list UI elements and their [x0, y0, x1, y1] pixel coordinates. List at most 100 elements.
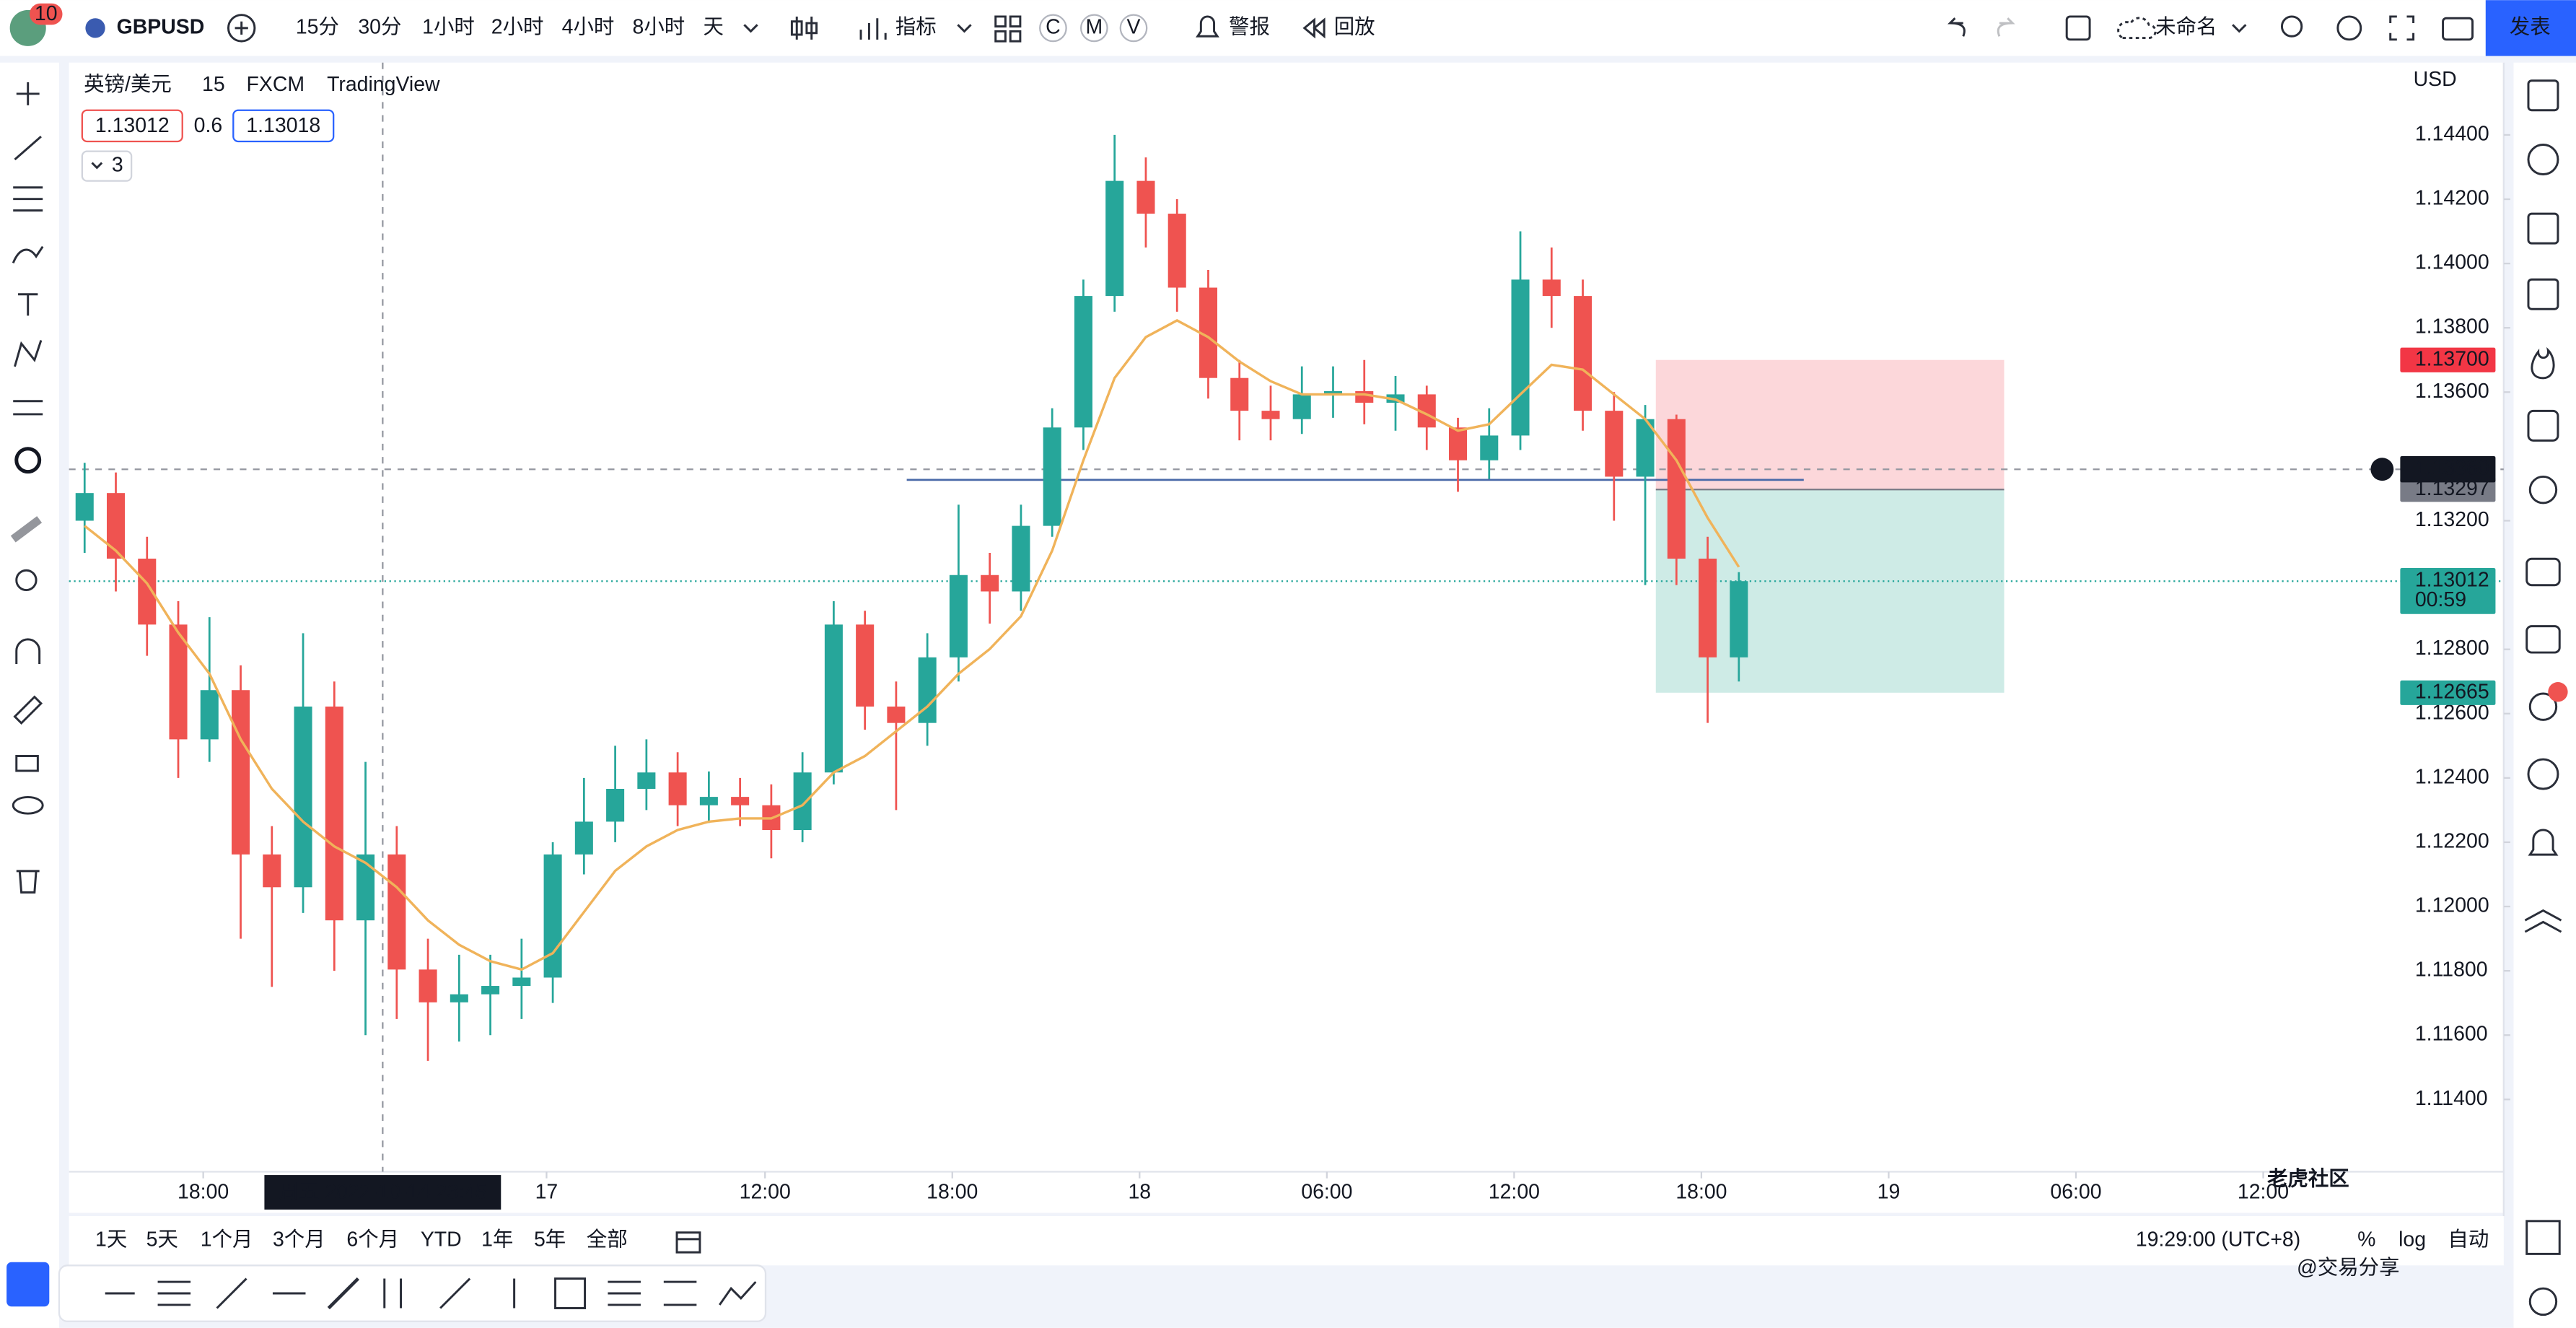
trendline-tool[interactable]: [14, 136, 42, 161]
publish-label[interactable]: 发表: [2510, 15, 2551, 38]
alert-icon[interactable]: [1196, 15, 1219, 38]
lock-tool[interactable]: [15, 755, 39, 772]
pitchfork[interactable]: [383, 1278, 403, 1309]
zoom-tool[interactable]: [15, 569, 38, 592]
notifications[interactable]: [2528, 692, 2558, 721]
indicators-collapse[interactable]: [81, 150, 133, 182]
hotlists[interactable]: [2531, 346, 2555, 380]
interval[interactable]: 4小时: [562, 15, 615, 38]
cloud-icon[interactable]: [2117, 17, 2157, 40]
square-icon[interactable]: [2065, 15, 2091, 41]
quick-button[interactable]: [1119, 14, 1148, 43]
alerts[interactable]: [2527, 144, 2559, 175]
auto-toggle[interactable]: 自动: [2448, 1228, 2489, 1251]
bid-price[interactable]: 1.13012: [95, 114, 170, 137]
interval[interactable]: 天: [703, 15, 723, 38]
range-button[interactable]: 6个月: [346, 1228, 399, 1251]
range-button[interactable]: 3个月: [273, 1228, 325, 1251]
alert-bell[interactable]: [2528, 829, 2559, 856]
quick-button[interactable]: [1079, 14, 1108, 43]
news[interactable]: [2527, 278, 2559, 310]
chevron[interactable]: [743, 24, 758, 33]
trend[interactable]: [216, 1277, 247, 1309]
camera[interactable]: [2442, 17, 2474, 41]
ray[interactable]: [327, 1277, 359, 1310]
channel[interactable]: [608, 1280, 641, 1306]
fib-tool[interactable]: [13, 186, 43, 212]
path[interactable]: [719, 1281, 757, 1306]
range-button[interactable]: 1天: [95, 1228, 127, 1251]
range-button[interactable]: YTD: [421, 1228, 462, 1251]
quick-button-label[interactable]: M: [1085, 15, 1103, 38]
streams[interactable]: [2527, 758, 2559, 790]
extended[interactable]: [439, 1277, 471, 1309]
pattern-tool[interactable]: [14, 340, 43, 367]
calendar[interactable]: [2527, 409, 2559, 442]
quick-button-label[interactable]: V: [1126, 15, 1140, 38]
quick-button-label[interactable]: C: [1046, 15, 1061, 38]
replay-icon[interactable]: [1302, 17, 1326, 39]
range-button[interactable]: 全部: [587, 1228, 628, 1251]
entry-tag: [2400, 477, 2496, 502]
ruler-tool[interactable]: [10, 516, 43, 543]
range-button[interactable]: 1年: [481, 1228, 513, 1251]
favorites-button[interactable]: [6, 1262, 50, 1307]
data-window[interactable]: [2527, 212, 2559, 245]
messages[interactable]: [2525, 625, 2561, 654]
quick-button[interactable]: [1039, 14, 1067, 43]
rectangle[interactable]: [554, 1277, 587, 1309]
fullscreen[interactable]: [2389, 15, 2415, 41]
indicators-button[interactable]: 指标: [895, 15, 937, 38]
range-button[interactable]: 5天: [146, 1228, 178, 1251]
delete-tool[interactable]: [16, 870, 40, 894]
currency[interactable]: USD: [2414, 68, 2457, 91]
chats[interactable]: [2525, 557, 2561, 587]
ideas[interactable]: [2528, 475, 2558, 504]
range-button[interactable]: 1个月: [201, 1228, 253, 1251]
collapse[interactable]: [2524, 909, 2562, 933]
chevron[interactable]: [2232, 24, 2247, 33]
crosshair-tool[interactable]: [16, 82, 40, 105]
interval[interactable]: 2小时: [491, 15, 544, 38]
prediction-tool[interactable]: [13, 400, 43, 416]
interval[interactable]: 15分: [296, 15, 339, 38]
add-alert-button[interactable]: [2370, 458, 2394, 481]
range[interactable]: [663, 1280, 697, 1306]
add-symbol[interactable]: [227, 14, 256, 43]
indicator-icon[interactable]: [859, 18, 887, 40]
power-tool[interactable]: [14, 447, 42, 474]
visibility-tool[interactable]: [12, 795, 44, 815]
magnet-tool[interactable]: [15, 638, 41, 665]
layers[interactable]: [2525, 1220, 2561, 1255]
layout-name[interactable]: 未命名: [2155, 15, 2217, 38]
chart-type[interactable]: [790, 16, 818, 40]
redo[interactable]: [1997, 17, 2015, 37]
percent-toggle[interactable]: %: [2357, 1228, 2375, 1251]
bid-box[interactable]: [81, 109, 183, 143]
ask-price[interactable]: 1.13018: [246, 114, 320, 137]
interval[interactable]: 1小时: [422, 15, 475, 38]
lock-draw-tool[interactable]: [13, 695, 43, 725]
search[interactable]: [2280, 15, 2303, 38]
settings[interactable]: [2336, 15, 2362, 41]
watchlist[interactable]: [2527, 79, 2559, 112]
brush-tool[interactable]: [12, 245, 44, 264]
ask-box[interactable]: [232, 109, 335, 143]
interval[interactable]: 30分: [358, 15, 401, 38]
replay-button[interactable]: 回放: [1334, 15, 1375, 38]
y-tick-label: 1.11600: [2415, 1023, 2488, 1046]
parallel[interactable]: [157, 1280, 191, 1306]
help[interactable]: [2528, 1287, 2558, 1316]
log-toggle[interactable]: log: [2398, 1228, 2426, 1251]
indicator-count[interactable]: 3: [112, 154, 123, 177]
interval[interactable]: 8小时: [633, 15, 685, 38]
text-tool[interactable]: [18, 293, 38, 316]
alert-button[interactable]: 警报: [1229, 15, 1270, 38]
chevron[interactable]: [957, 24, 972, 33]
date-range-icon[interactable]: [675, 1231, 701, 1254]
undo[interactable]: [1947, 17, 1966, 37]
layout-icon[interactable]: [994, 15, 1022, 43]
range-button[interactable]: 5年: [534, 1228, 566, 1251]
publish-button[interactable]: [2485, 0, 2576, 56]
x-tick-label: 17: [535, 1181, 558, 1204]
